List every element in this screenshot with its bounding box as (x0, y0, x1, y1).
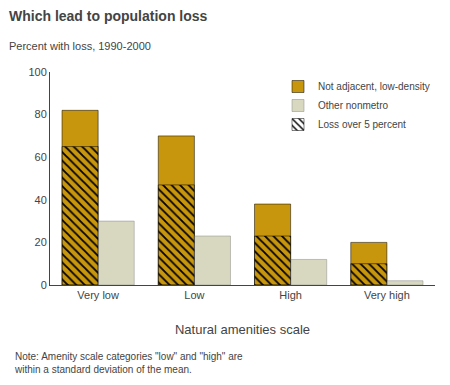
svg-text:100: 100 (28, 66, 46, 78)
svg-text:60: 60 (35, 151, 47, 163)
svg-text:80: 80 (35, 108, 47, 120)
svg-text:Natural amenities scale: Natural amenities scale (175, 322, 310, 337)
svg-text:0: 0 (41, 279, 47, 291)
svg-text:Percent with loss, 1990-2000: Percent with loss, 1990-2000 (9, 40, 151, 52)
svg-text:Loss over 5 percent: Loss over 5 percent (318, 119, 406, 130)
svg-text:High: High (279, 289, 302, 301)
svg-text:20: 20 (35, 236, 47, 248)
svg-text:Other nonmetro: Other nonmetro (318, 100, 388, 111)
svg-text:40: 40 (35, 194, 47, 206)
svg-text:Very high: Very high (364, 289, 410, 301)
svg-text:Very low: Very low (77, 289, 119, 301)
svg-text:Note: Amenity scale categories: Note: Amenity scale categories "low" and… (14, 351, 243, 375)
svg-text:Not adjacent, low-density: Not adjacent, low-density (318, 81, 430, 92)
svg-text:Which lead to population loss: Which lead to population loss (9, 8, 208, 24)
svg-text:Low: Low (184, 289, 204, 301)
